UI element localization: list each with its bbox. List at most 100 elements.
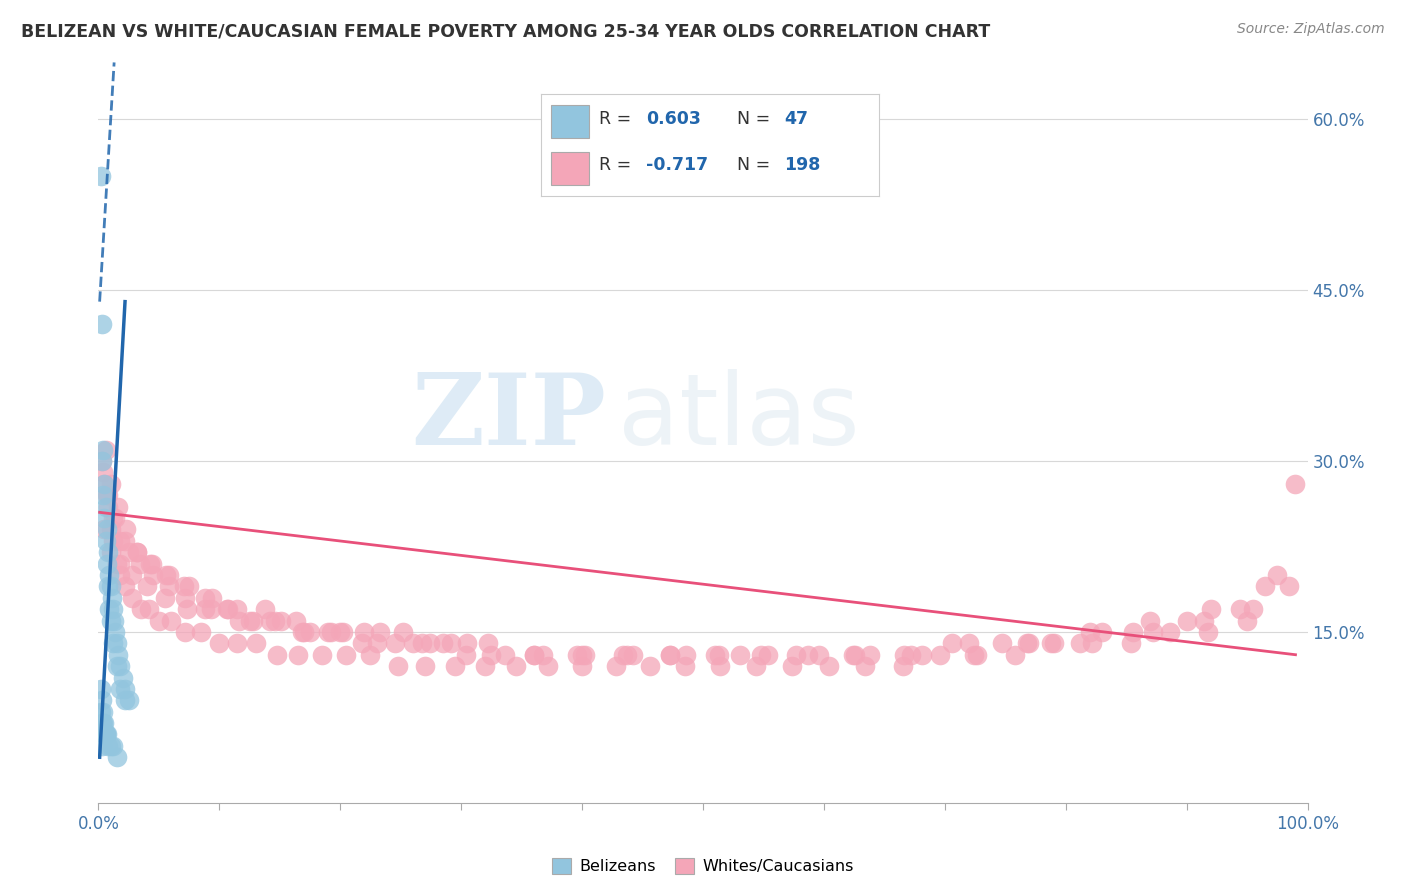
Point [1139, 614, 1161, 628]
Point [1069, 636, 1091, 650]
Point [226, 602, 249, 616]
Point [114, 533, 136, 548]
Point [316, 624, 339, 639]
Point [477, 636, 499, 650]
Text: ZIP: ZIP [412, 369, 606, 467]
Point [957, 636, 980, 650]
Point [93, 523, 115, 537]
Point [215, 602, 238, 616]
Point [941, 636, 963, 650]
Point [264, 614, 287, 628]
Point [704, 648, 727, 662]
Point [335, 648, 357, 662]
Point [201, 591, 224, 605]
Point [105, 557, 128, 571]
Point [911, 648, 934, 662]
Point [97, 488, 120, 502]
Point [91, 318, 114, 332]
Point [432, 636, 454, 650]
Point [990, 636, 1012, 650]
Point [127, 545, 149, 559]
Point [100, 739, 122, 753]
Text: Source: ZipAtlas.com: Source: ZipAtlas.com [1237, 22, 1385, 37]
Point [785, 648, 807, 662]
Point [103, 614, 125, 628]
Point [505, 659, 527, 673]
Point [100, 476, 122, 491]
Point [111, 671, 134, 685]
Point [114, 693, 136, 707]
Point [139, 557, 162, 571]
Point [94, 533, 117, 548]
Point [1119, 636, 1142, 650]
Point [350, 636, 373, 650]
Point [108, 557, 131, 571]
Point [612, 648, 634, 662]
Point [1042, 636, 1064, 650]
Point [621, 648, 644, 662]
Point [1159, 624, 1181, 639]
Point [153, 591, 176, 605]
Point [659, 648, 682, 662]
Point [1142, 624, 1164, 639]
Point [121, 591, 143, 605]
Point [91, 454, 114, 468]
Point [108, 533, 131, 548]
Point [91, 466, 114, 480]
Point [96, 557, 118, 571]
Point [91, 716, 114, 731]
Point [121, 568, 143, 582]
Point [90, 681, 112, 696]
Point [239, 614, 262, 628]
Point [329, 624, 352, 639]
Point [481, 648, 503, 662]
Point [859, 648, 882, 662]
Point [194, 591, 217, 605]
Point [402, 636, 425, 650]
Point [228, 614, 250, 628]
Point [571, 659, 593, 673]
Text: -0.717: -0.717 [645, 156, 709, 175]
Point [91, 693, 114, 707]
Point [97, 545, 120, 559]
Point [91, 454, 114, 468]
Text: N =: N = [737, 156, 776, 175]
Point [730, 648, 752, 662]
Point [270, 614, 292, 628]
Point [173, 579, 195, 593]
Point [174, 624, 197, 639]
Point [107, 500, 129, 514]
Point [523, 648, 546, 662]
Point [208, 636, 231, 650]
Point [98, 602, 121, 616]
Point [91, 716, 114, 731]
Point [101, 636, 124, 650]
Point [1004, 648, 1026, 662]
Text: R =: R = [599, 156, 637, 175]
Point [290, 624, 312, 639]
Point [966, 648, 988, 662]
Point [842, 648, 865, 662]
Point [311, 648, 333, 662]
Point [118, 545, 141, 559]
Point [127, 545, 149, 559]
Text: N =: N = [737, 111, 776, 128]
Point [1236, 614, 1258, 628]
Point [1267, 568, 1289, 582]
Point [94, 442, 117, 457]
Point [148, 614, 170, 628]
Point [101, 533, 124, 548]
Point [413, 659, 436, 673]
Point [142, 568, 165, 582]
Point [1091, 624, 1114, 639]
Text: BELIZEAN VS WHITE/CAUCASIAN FEMALE POVERTY AMONG 25-34 YEAR OLDS CORRELATION CHA: BELIZEAN VS WHITE/CAUCASIAN FEMALE POVER… [21, 22, 990, 40]
Point [1015, 636, 1038, 650]
Point [91, 739, 114, 753]
Point [100, 523, 122, 537]
Point [411, 636, 433, 650]
Point [1175, 614, 1198, 628]
Point [179, 579, 201, 593]
Point [900, 648, 922, 662]
Point [105, 750, 128, 764]
Point [104, 511, 127, 525]
